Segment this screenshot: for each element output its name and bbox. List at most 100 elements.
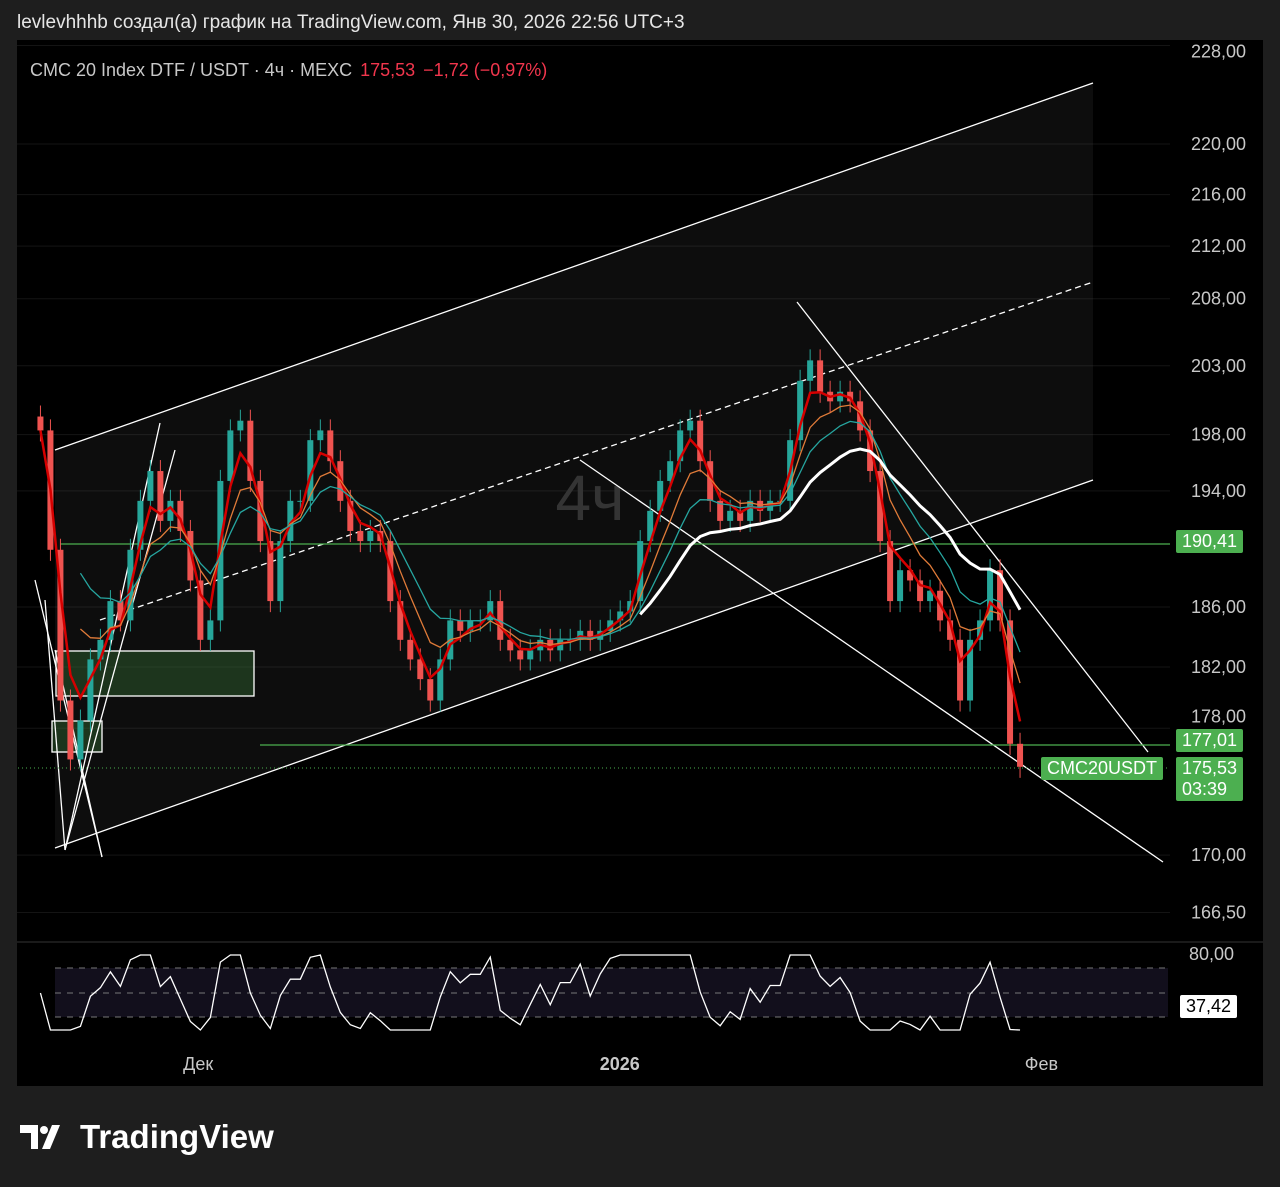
candle-body (887, 541, 894, 602)
chart-caption: levlevhhhb создал(а) график на TradingVi… (17, 12, 685, 33)
ema-white (639, 447, 1022, 616)
price-tag-value: 175,53 (1182, 758, 1238, 778)
symbol-tag: CMC20USDT (1041, 757, 1164, 780)
candle-body (317, 430, 324, 441)
candle-body (897, 570, 904, 602)
candle-body (907, 570, 914, 581)
candle-body (647, 510, 654, 542)
x-tick-label: Дек (183, 1054, 213, 1074)
candle-body (177, 500, 184, 531)
symbol-name: CMC 20 Index DTF / USDT · 4ч · MEXC (30, 60, 353, 80)
candle-body (987, 570, 994, 621)
candle-body (437, 659, 444, 701)
candle-body (707, 461, 714, 501)
rsi-pane (39, 954, 1168, 1031)
candle-body (877, 471, 884, 542)
candle-body (77, 720, 84, 760)
candle-body (1017, 743, 1024, 767)
channel-mid-line[interactable] (99, 281, 1094, 621)
candle-body (347, 500, 354, 531)
candle-body (697, 420, 704, 462)
candle-body (97, 639, 104, 660)
tradingview-logo: TradingView (20, 1118, 274, 1156)
candle-body (107, 601, 114, 640)
tv-logo-icon (20, 1125, 60, 1149)
candle-body (397, 601, 404, 640)
channel-fill (55, 83, 1093, 848)
candle-body (247, 420, 254, 481)
candle-body (407, 639, 414, 660)
rsi-line (39, 954, 1021, 1031)
ema-red (39, 391, 1022, 722)
candle-body (497, 601, 504, 640)
x-tick-label: Фев (1025, 1054, 1058, 1074)
candle-body (427, 679, 434, 701)
candle-body (657, 480, 664, 511)
channel-lower-line[interactable] (54, 479, 1094, 849)
candle-body (117, 601, 124, 621)
candle-body (977, 620, 984, 640)
moving-averages (39, 391, 1022, 722)
candle-body (67, 700, 74, 760)
drawings (18, 82, 1170, 863)
time-axis[interactable]: Дек 2026 Фев (183, 1054, 1058, 1074)
y-tick-label: 182,00 (1191, 657, 1246, 677)
descending-line-1[interactable] (796, 301, 1149, 753)
y-tick-label: 212,00 (1191, 236, 1246, 256)
candle-body (367, 530, 374, 542)
candle-body (237, 420, 244, 431)
price-change: −1,72 (−0,97%) (423, 60, 548, 80)
y-tick-label: 228,00 (1191, 41, 1246, 61)
candle-body (167, 500, 174, 521)
x-tick-label: 2026 (600, 1054, 640, 1074)
candle-body (757, 500, 764, 511)
last-price: 175,53 (360, 60, 416, 80)
rsi-axis-label: 80,00 (1189, 944, 1234, 964)
candle-body (297, 500, 304, 502)
candle-body (87, 659, 94, 721)
rsi-tag: 37,42 (1180, 995, 1238, 1018)
candle-body (617, 611, 624, 621)
candle-body (257, 480, 264, 542)
y-tick-label: 216,00 (1191, 185, 1246, 205)
candle-body (997, 570, 1004, 621)
price-axis[interactable]: 228,00 220,00 216,00 212,00 208,00 203,00 198,… (1189, 41, 1246, 964)
candle-body (717, 500, 724, 521)
brand-name: TradingView (80, 1118, 274, 1155)
candle-body (917, 580, 924, 602)
price-tag: 175,53 03:39 (1176, 757, 1244, 801)
descending-line-2[interactable] (579, 459, 1164, 863)
candle-body (287, 500, 294, 542)
candle-body (817, 360, 824, 392)
candle-body (747, 500, 754, 521)
y-tick-label: 178,00 (1191, 706, 1246, 726)
fan-line-2[interactable] (64, 449, 176, 851)
ema-teal (79, 420, 1021, 653)
candle-body (687, 420, 694, 431)
candle-body (197, 580, 204, 640)
symbol-legend[interactable]: CMC 20 Index DTF / USDT · 4ч · MEXC 175,5… (30, 60, 547, 81)
candle-body (137, 500, 144, 550)
y-tick-label: 220,00 (1191, 134, 1246, 154)
candle-body (677, 430, 684, 462)
candle-body (457, 620, 464, 631)
candle-body (667, 461, 674, 481)
level-tag-upper: 190,41 (1176, 530, 1244, 553)
ema-orange (79, 404, 1021, 684)
candle-body (967, 639, 974, 701)
y-tick-label: 166,50 (1191, 902, 1246, 922)
channel-upper-line[interactable] (54, 82, 1094, 451)
candle-body (727, 510, 734, 521)
candle-body (307, 440, 314, 501)
candle-body (417, 659, 424, 680)
candle-body (947, 620, 954, 640)
fan-line-4[interactable] (44, 599, 66, 851)
y-tick-label: 208,00 (1191, 289, 1246, 309)
candle-body (607, 620, 614, 631)
candle-body (147, 471, 154, 501)
candle-body (467, 620, 474, 631)
candle-body (797, 380, 804, 441)
candle-body (587, 630, 594, 640)
candle-body (277, 541, 284, 602)
